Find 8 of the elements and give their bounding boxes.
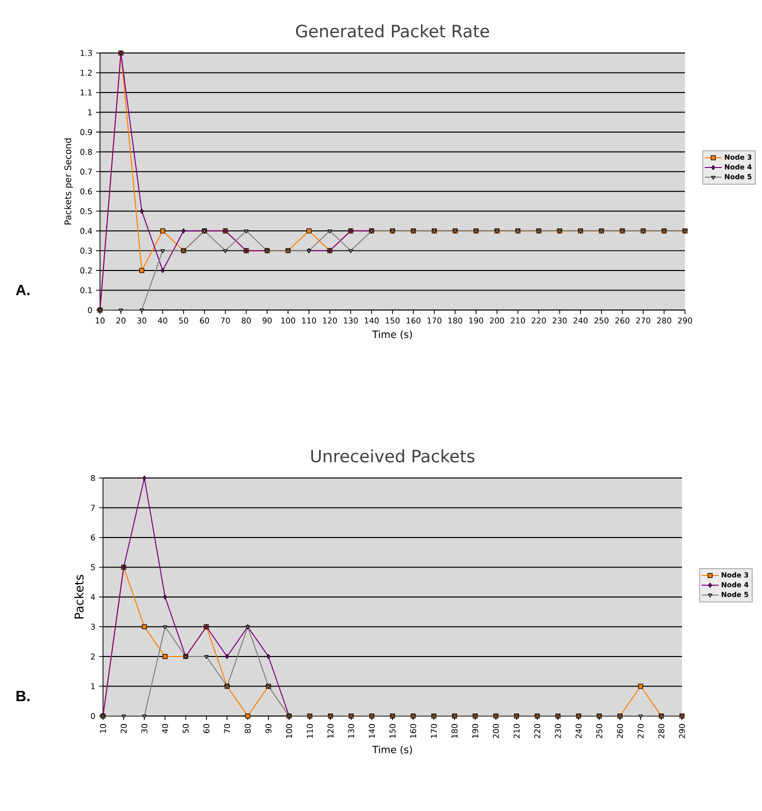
chart-title: Unreceived Packets <box>311 449 474 462</box>
y-axis-title: Packets per Second <box>64 138 73 224</box>
x-axis-title: Time (s) <box>372 746 412 754</box>
chart-title: Generated Packet Rate <box>296 24 490 38</box>
text: B. <box>16 690 30 702</box>
x-axis-title: Time (s) <box>372 330 412 340</box>
text: A. <box>16 284 30 296</box>
y-axis-title: Packets <box>74 574 84 618</box>
